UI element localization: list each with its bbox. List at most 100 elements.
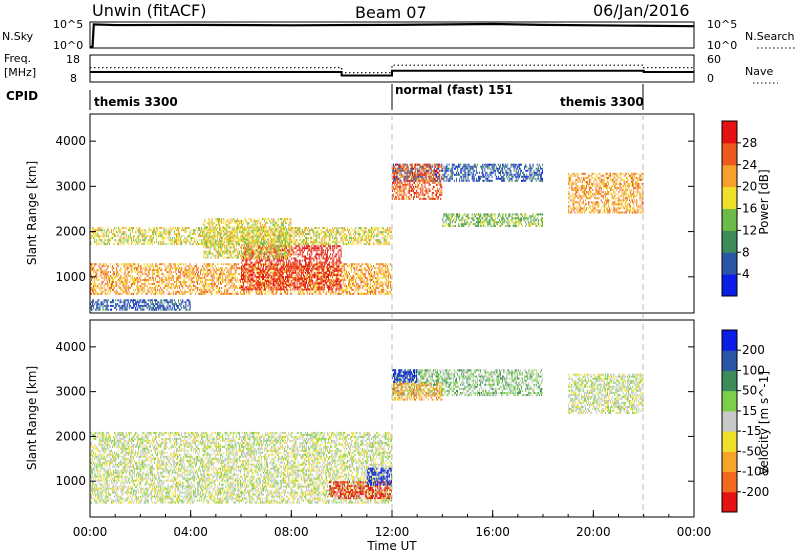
echo-cell — [360, 235, 361, 237]
echo-cell — [384, 239, 385, 241]
echo-cell — [94, 293, 95, 295]
echo-cell — [220, 271, 221, 273]
echo-cell — [237, 293, 238, 295]
echo-cell — [130, 235, 131, 237]
echo-cell — [233, 281, 234, 283]
echo-cell — [118, 243, 119, 245]
echo-cell — [183, 271, 184, 273]
echo-cell — [138, 231, 139, 233]
echo-cell — [354, 239, 355, 241]
echo-cell — [233, 277, 234, 279]
echo-cell — [132, 241, 133, 243]
echo-cell — [165, 285, 166, 287]
echo-cell — [239, 287, 240, 289]
echo-cell — [220, 281, 221, 283]
echo-cell — [94, 285, 95, 287]
echo-cell — [97, 227, 98, 229]
echo-cell — [102, 291, 103, 293]
echo-cell — [300, 237, 301, 239]
echo-cell — [351, 235, 352, 237]
echo-cell — [330, 243, 331, 245]
echo-cell — [377, 229, 378, 231]
echo-cell — [259, 229, 260, 231]
echo-cell — [325, 243, 326, 245]
echo-cell — [101, 267, 102, 269]
echo-cell — [222, 279, 223, 281]
echo-cell — [211, 283, 212, 285]
echo-cell — [120, 239, 121, 241]
echo-cell — [228, 279, 229, 281]
echo-cell — [151, 239, 152, 241]
echo-cell — [110, 291, 111, 293]
echo-cell — [189, 269, 190, 271]
echo-cell — [203, 263, 204, 265]
echo-cell — [228, 275, 229, 277]
echo-cell — [96, 287, 97, 289]
echo-cell — [162, 235, 163, 237]
echo-cell — [387, 229, 388, 231]
echo-cell — [192, 277, 193, 279]
echo-cell — [291, 227, 292, 229]
echo-cell — [200, 235, 201, 237]
echo-cell — [113, 287, 114, 289]
echo-cell — [118, 273, 119, 275]
echo-cell — [146, 281, 147, 283]
echo-cell — [188, 239, 189, 241]
echo-cell — [341, 237, 342, 239]
echo-cell — [293, 243, 294, 245]
echo-cell — [231, 293, 232, 295]
echo-cell — [239, 227, 240, 229]
echo-cell — [130, 231, 131, 233]
echo-cell — [366, 231, 367, 233]
echo-cell — [225, 233, 226, 235]
echo-cell — [106, 283, 107, 285]
echo-cell — [112, 269, 113, 271]
echo-cell — [104, 277, 105, 279]
echo-cell — [252, 291, 253, 293]
echo-cell — [232, 277, 233, 279]
echo-cell — [189, 235, 190, 237]
echo-cell — [182, 291, 183, 293]
echo-cell — [388, 229, 389, 231]
echo-cell — [363, 231, 364, 233]
echo-cell — [181, 263, 182, 265]
echo-cell — [187, 269, 188, 271]
echo-cell — [297, 229, 298, 231]
echo-cell — [109, 289, 110, 291]
echo-cell — [313, 233, 314, 235]
echo-cell — [237, 287, 238, 289]
echo-cell — [97, 229, 98, 231]
echo-cell — [222, 269, 223, 271]
echo-cell — [97, 293, 98, 295]
echo-cell — [147, 279, 148, 281]
echo-cell — [325, 237, 326, 239]
echo-cell — [258, 289, 259, 291]
echo-cell — [95, 229, 96, 231]
echo-cell — [204, 269, 205, 271]
echo-cell — [246, 281, 247, 283]
echo-cell — [369, 231, 370, 233]
echo-cell — [178, 285, 179, 287]
echo-cell — [324, 243, 325, 245]
echo-cell — [183, 263, 184, 265]
echo-cell — [120, 275, 121, 277]
echo-cell — [156, 275, 157, 277]
echo-cell — [306, 241, 307, 243]
echo-cell — [357, 233, 358, 235]
echo-cell — [129, 229, 130, 231]
echo-cell — [217, 241, 218, 243]
echo-cell — [177, 235, 178, 237]
echo-cell — [240, 291, 241, 293]
echo-cell — [321, 229, 322, 231]
echo-cell — [169, 263, 170, 265]
echo-cell — [370, 229, 371, 231]
echo-cell — [160, 241, 161, 243]
echo-cell — [390, 237, 391, 239]
echo-cell — [176, 267, 177, 269]
echo-cell — [211, 275, 212, 277]
echo-cell — [179, 293, 180, 295]
echo-cell — [169, 281, 170, 283]
echo-cell — [131, 241, 132, 243]
echo-cell — [150, 235, 151, 237]
echo-cell — [116, 263, 117, 265]
